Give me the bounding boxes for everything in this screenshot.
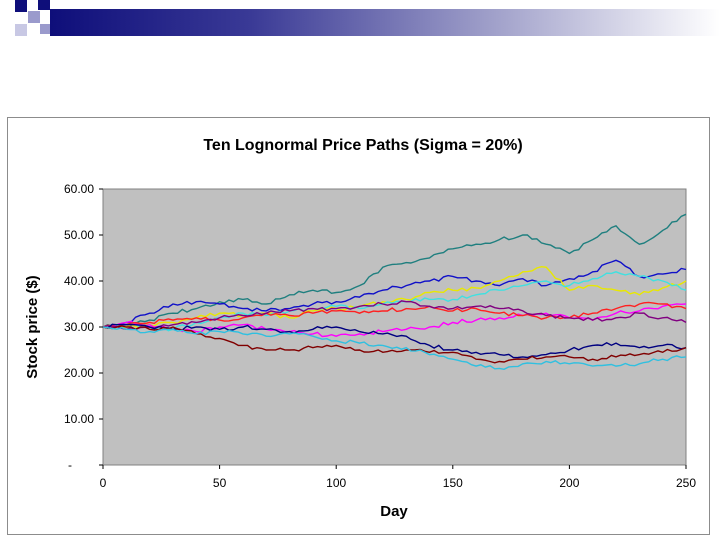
y-axis-label: Stock price ($) — [24, 275, 41, 378]
series-line-3 — [102, 265, 687, 329]
series-line-10 — [102, 326, 687, 371]
x-tick-label: 50 — [213, 476, 227, 490]
header-gradient-bar — [50, 9, 720, 36]
x-axis-ticks: 0 50 100 150 200 250 — [100, 465, 696, 490]
y-tick-label: 60.00 — [64, 182, 94, 196]
series-line-9 — [102, 325, 687, 364]
series-line-1 — [102, 213, 687, 328]
y-tick-label: 40.00 — [64, 274, 94, 288]
x-tick-label: 150 — [443, 476, 463, 490]
x-tick-label: 250 — [676, 476, 696, 490]
corner-square-navy-2 — [38, 0, 50, 10]
corner-square-lavender-3 — [40, 24, 50, 34]
line-chart: Ten Lognormal Price Paths (Sigma = 20%) … — [24, 137, 696, 520]
series-line-4 — [102, 271, 687, 332]
series-line-8 — [102, 323, 687, 359]
y-axis-ticks: - 10.00 20.00 30.00 40.00 50.00 60.00 — [64, 182, 103, 472]
series-group — [102, 213, 687, 371]
chart-title: Ten Lognormal Price Paths (Sigma = 20%) — [203, 137, 522, 154]
y-tick-label: 10.00 — [64, 412, 94, 426]
x-tick-label: 200 — [559, 476, 579, 490]
corner-square-navy — [15, 0, 27, 12]
series-line-2 — [102, 259, 687, 329]
y-tick-label: - — [68, 458, 72, 472]
series-line-6 — [102, 301, 687, 328]
series-line-7 — [102, 300, 687, 331]
y-tick-label: 20.00 — [64, 366, 94, 380]
x-axis-label: Day — [380, 503, 408, 520]
corner-square-lavender-2 — [15, 24, 27, 36]
x-tick-label: 100 — [326, 476, 346, 490]
chart-frame: Ten Lognormal Price Paths (Sigma = 20%) … — [7, 117, 710, 535]
y-tick-label: 50.00 — [64, 228, 94, 242]
corner-square-lavender — [28, 11, 40, 23]
x-tick-label: 0 — [100, 476, 107, 490]
y-tick-label: 30.00 — [64, 320, 94, 334]
